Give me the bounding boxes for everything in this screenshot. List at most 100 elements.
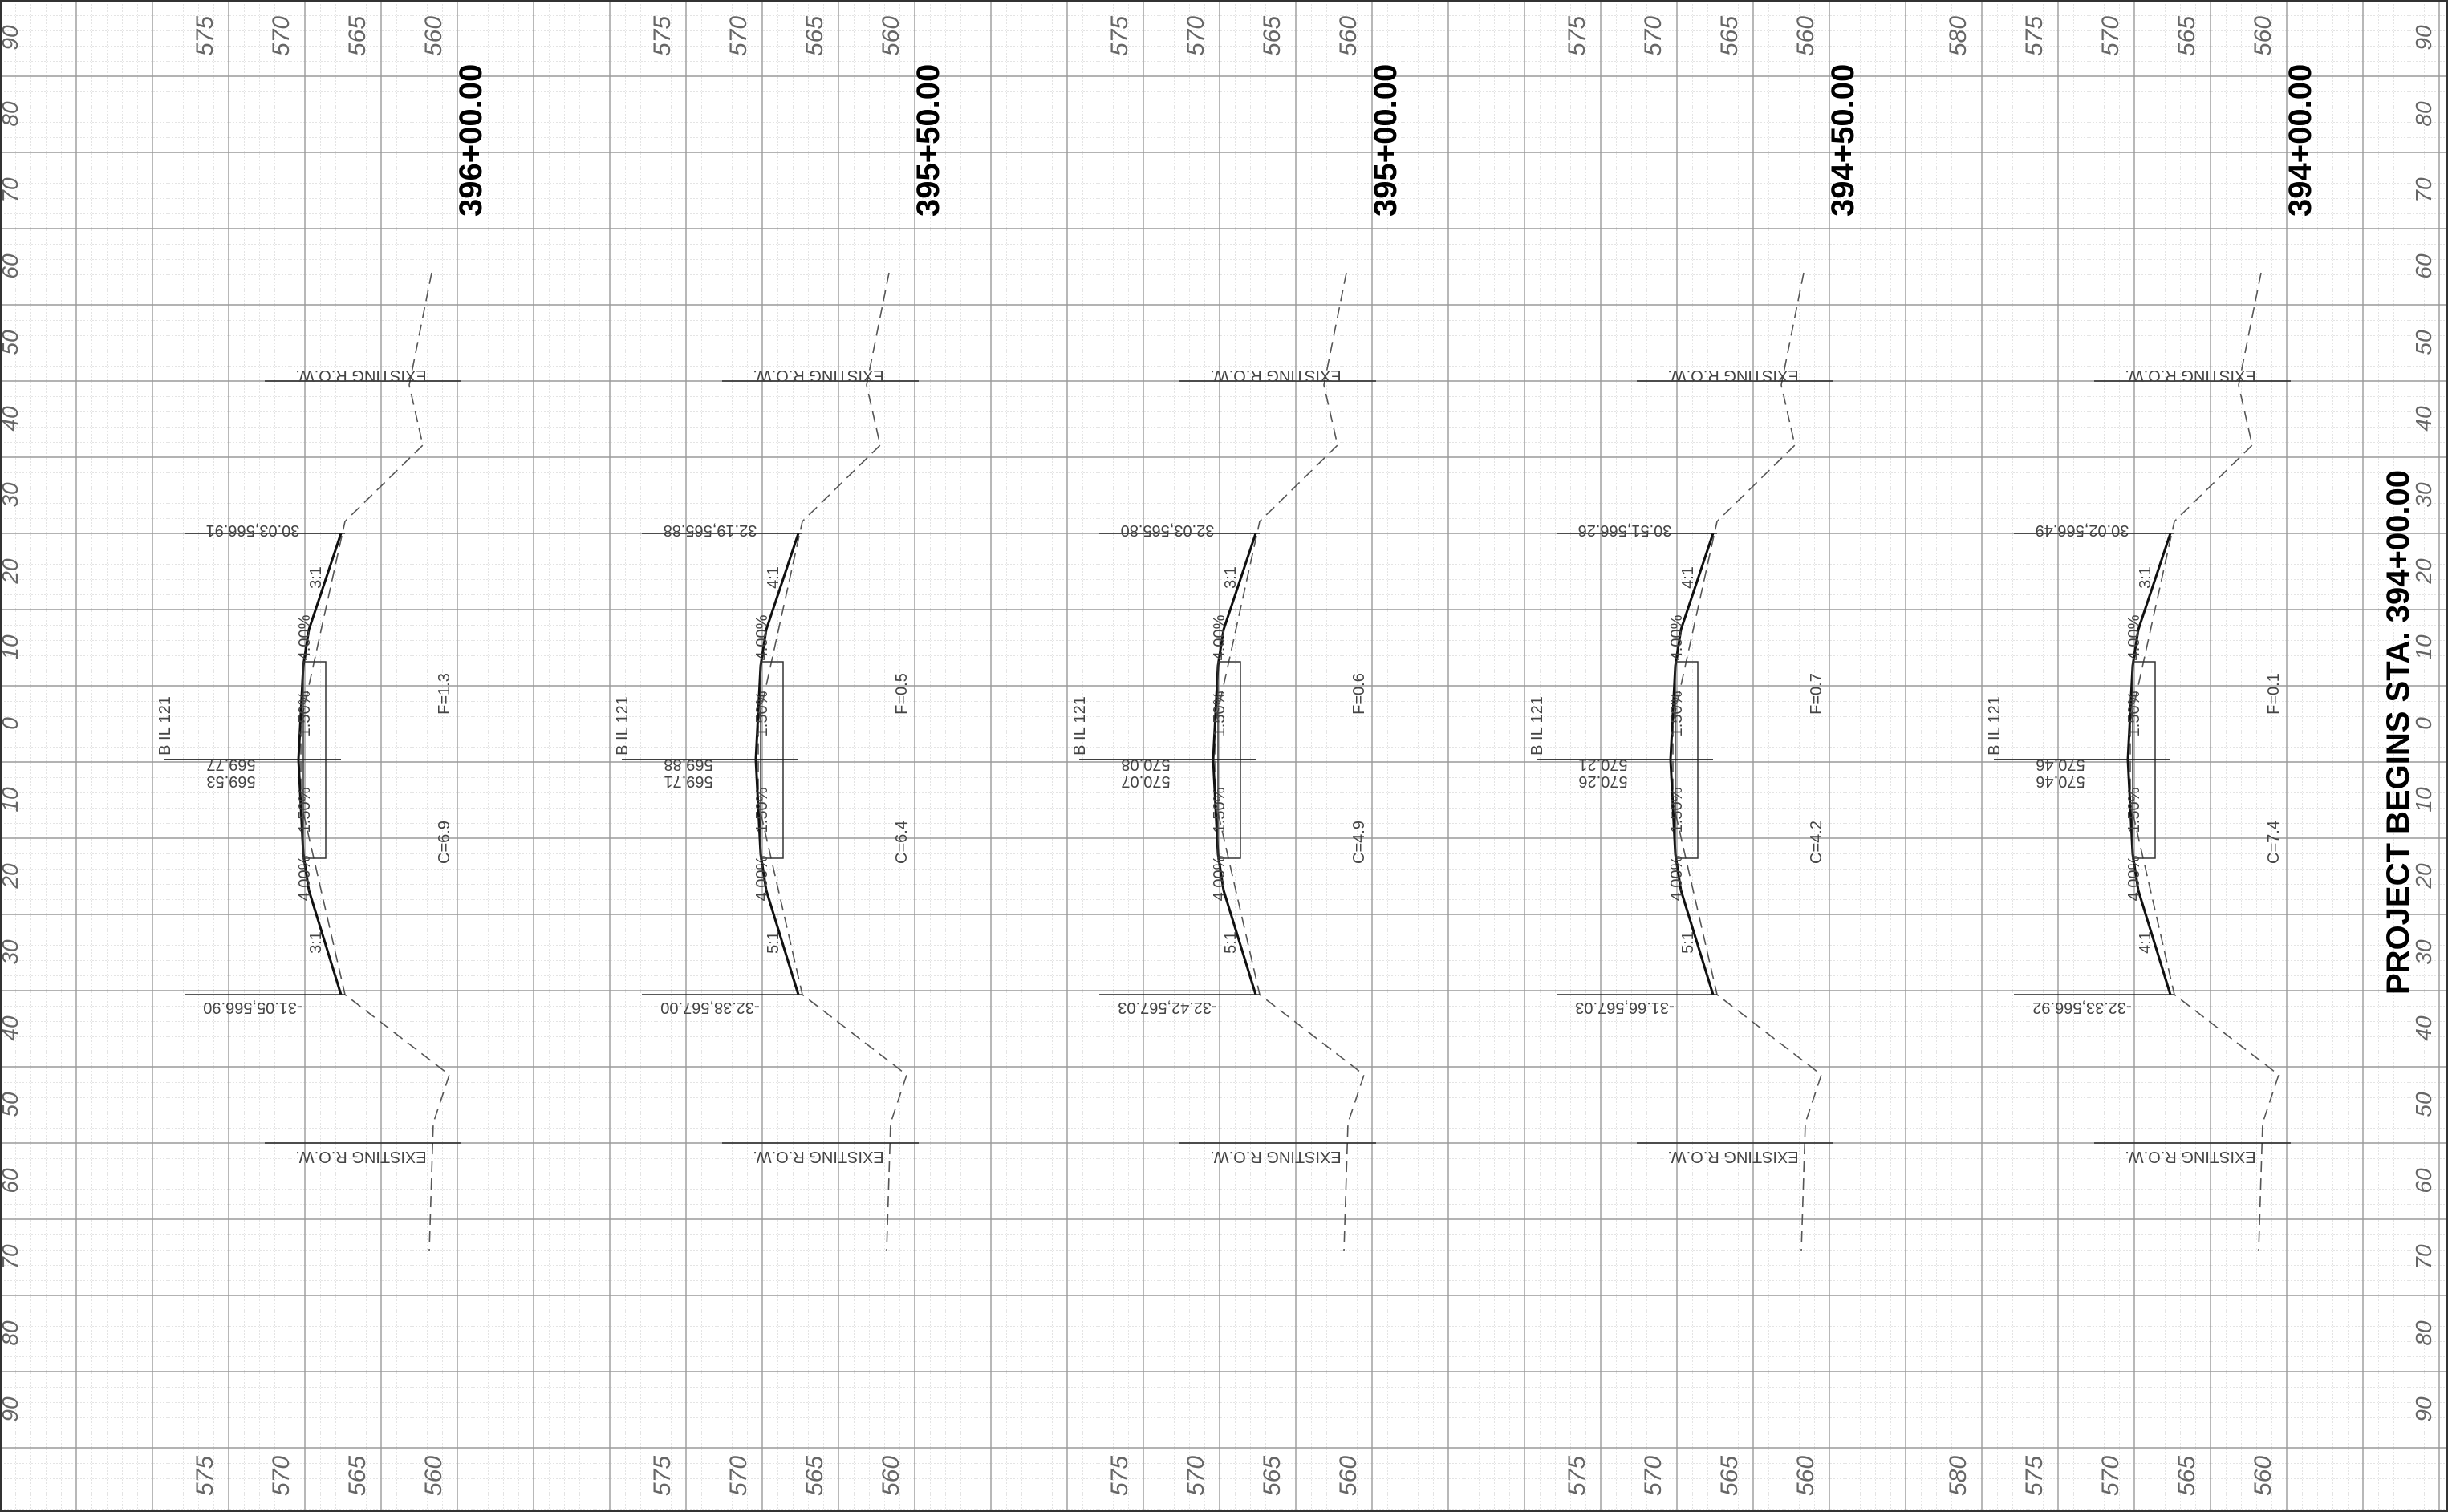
slope-bot-label: 4.00% — [296, 855, 314, 901]
left-edge-label: 32.19,565.88 — [664, 521, 757, 539]
sideslope-top-label: 3:1 — [2137, 566, 2154, 589]
fill-label: F=0.7 — [1808, 673, 1825, 715]
right-edge-label: -32.38,567.00 — [660, 999, 759, 1016]
slope-mid-top-label: 1.50% — [753, 691, 771, 736]
station-label: 395+50.00 — [911, 64, 946, 217]
cl-grade-label: 569.88 — [664, 756, 712, 773]
station-label: 395+00.00 — [1368, 64, 1403, 217]
sideslope-top-label: 3:1 — [1222, 566, 1240, 589]
cl-ground-label: 570.07 — [1121, 772, 1170, 790]
elevation-tick-label: 565 — [2174, 1456, 2200, 1496]
offset-tick-label: 30 — [0, 939, 22, 965]
left-edge-label: 30.03,566.91 — [206, 521, 300, 539]
offset-tick-label: 40 — [0, 406, 22, 432]
slope-mid-bot-label: 1.50% — [1668, 787, 1686, 833]
offset-tick-label: 20 — [0, 558, 22, 585]
centerline-label: B IL 121 — [156, 696, 174, 756]
elevation-tick-label: 570 — [1183, 1456, 1209, 1496]
elevation-tick-label: 560 — [878, 1456, 904, 1496]
offset-tick-label: 80 — [2411, 1320, 2436, 1346]
centerline-label: B IL 121 — [614, 696, 631, 756]
cut-label: C=7.4 — [2265, 821, 2283, 864]
row-label-top: EXISTING R.O.W. — [2125, 367, 2255, 384]
station-label: 396+00.00 — [453, 64, 489, 217]
sideslope-top-label: 4:1 — [1679, 566, 1697, 589]
slope-top-label: 4.00% — [1668, 614, 1686, 660]
offset-tick-label: 40 — [2411, 406, 2436, 432]
elevation-tick-label: 565 — [1716, 16, 1743, 56]
slope-bot-label: 4.00% — [2125, 855, 2143, 901]
slope-mid-top-label: 1.50% — [2125, 691, 2143, 736]
cross-section-panel: 580 580 575 575 570 570 565 565 560 560 394+00.00 E… — [1945, 16, 2318, 1496]
row-label-bottom: EXISTING R.O.W. — [295, 1148, 426, 1165]
offset-tick-label: 40 — [2411, 1015, 2436, 1041]
slope-top-label: 4.00% — [2125, 614, 2143, 660]
sideslope-bottom-label: 4:1 — [2137, 931, 2154, 954]
offset-tick-label: 50 — [2411, 330, 2436, 355]
offset-tick-label: 90 — [2411, 25, 2436, 51]
cl-ground-label: 570.26 — [1578, 772, 1627, 790]
fill-label: F=0.5 — [893, 673, 911, 715]
elevation-tick-label: 580 — [1945, 16, 1971, 56]
slope-mid-top-label: 1.50% — [1211, 691, 1228, 736]
elevation-tick-label: 575 — [1106, 16, 1133, 56]
elevation-tick-label: 570 — [1183, 16, 1209, 56]
offset-tick-label: 10 — [2411, 787, 2436, 813]
existing-ground-line — [1672, 272, 1822, 1252]
offset-tick-label: 60 — [2411, 1168, 2436, 1194]
elevation-tick-label: 575 — [649, 16, 676, 56]
elevation-tick-label: 575 — [2021, 1456, 2048, 1496]
right-edge-label: -31.66,567.03 — [1575, 999, 1674, 1016]
offset-tick-label: 30 — [2411, 939, 2436, 965]
cross-section-panel: 575575570570565565560560396+00.00EXISTIN… — [156, 16, 489, 1496]
existing-ground-line — [757, 272, 907, 1252]
fill-label: F=0.6 — [1350, 673, 1368, 715]
cross-section-panel: 575575570570565565560560395+00.00EXISTIN… — [1071, 16, 1403, 1496]
centerline-label: B IL 121 — [1528, 696, 1546, 756]
existing-ground-line — [300, 272, 450, 1252]
slope-mid-bot-label: 1.50% — [1211, 787, 1228, 833]
offset-axis-left: 90 80 70 60 50 40 30 20 10 0 10 20 30 40 50 60 70 80 90 — [0, 25, 22, 1422]
slope-mid-bot-label: 1.50% — [296, 787, 314, 833]
offset-tick-label: 80 — [2411, 101, 2436, 127]
cl-grade-label: 569.77 — [206, 756, 255, 773]
elevation-tick-label: 565 — [1259, 16, 1285, 56]
offset-tick-label: 90 — [0, 25, 22, 51]
elevation-tick-label: 560 — [1335, 16, 1362, 56]
elevation-tick-label: 565 — [344, 1456, 371, 1496]
offset-tick-label: 10 — [0, 787, 22, 813]
cut-label: C=4.9 — [1350, 821, 1368, 864]
existing-ground-line — [1215, 272, 1365, 1252]
elevation-tick-label: 565 — [344, 16, 371, 56]
left-edge-label: 30.51,566.26 — [1578, 521, 1672, 539]
cl-ground-label: 570.46 — [2036, 772, 2085, 790]
offset-tick-label: 10 — [2411, 634, 2436, 660]
row-label-top: EXISTING R.O.W. — [1667, 367, 1798, 384]
fill-label: F=1.3 — [436, 673, 453, 715]
row-label-bottom: EXISTING R.O.W. — [1667, 1148, 1798, 1165]
elevation-tick-label: 560 — [2250, 1456, 2276, 1496]
elevation-tick-label: 575 — [1564, 16, 1590, 56]
left-edge-label: 32.03,565.80 — [1121, 521, 1215, 539]
cl-ground-label: 569.53 — [206, 772, 255, 790]
row-label-top: EXISTING R.O.W. — [753, 367, 883, 384]
slope-top-label: 4.00% — [1211, 614, 1228, 660]
elevation-tick-label: 560 — [2250, 16, 2276, 56]
row-label-top: EXISTING R.O.W. — [1210, 367, 1341, 384]
elevation-tick-label: 560 — [878, 16, 904, 56]
elevation-tick-label: 570 — [1640, 1456, 1667, 1496]
elevation-tick-label: 570 — [268, 16, 294, 56]
cut-label: C=6.9 — [436, 821, 453, 864]
centerline-label: B IL 121 — [1071, 696, 1089, 756]
cross-section-panel: 575 575 570 570 565 565 560 560 395+50.00 EXISTIN… — [614, 16, 946, 1496]
cl-ground-label: 569.71 — [664, 772, 712, 790]
elevation-tick-label: 575 — [2021, 16, 2048, 56]
slope-top-label: 4.00% — [753, 614, 771, 660]
cl-grade-label: 570.21 — [1578, 756, 1627, 773]
cross-section-panel: 575575570570565565560560394+50.00EXISTIN… — [1528, 16, 1861, 1496]
sideslope-top-label: 4:1 — [765, 566, 782, 589]
offset-tick-label: 60 — [2411, 253, 2436, 279]
right-edge-label: -32.42,567.03 — [1118, 999, 1216, 1016]
station-label: 394+00.00 — [2283, 64, 2318, 217]
sideslope-top-label: 3:1 — [307, 566, 325, 589]
